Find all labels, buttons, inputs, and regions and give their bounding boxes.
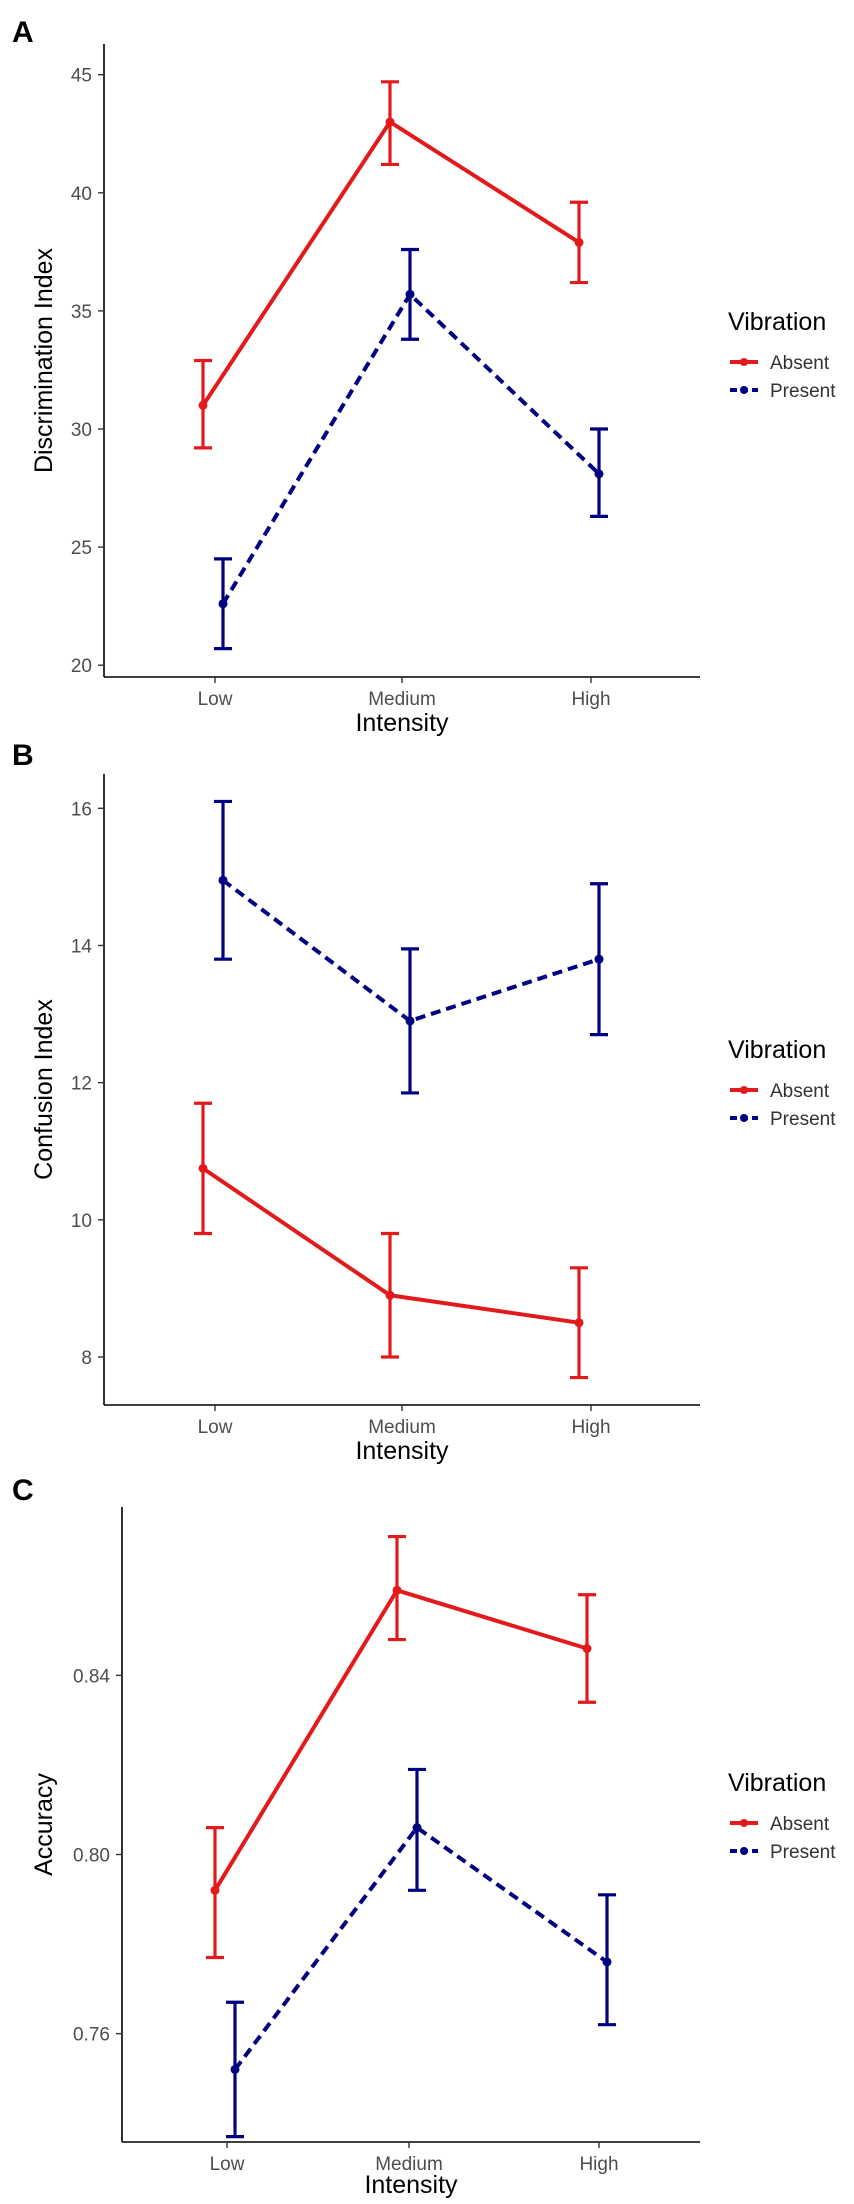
data-point: [574, 237, 584, 247]
legend-item-absent: Absent: [730, 1081, 830, 1102]
legend-label: Present: [770, 381, 836, 402]
legend-label: Absent: [770, 353, 830, 374]
series-line: [233, 1825, 609, 2071]
y-tick-label: 25: [71, 538, 92, 559]
legend-item-present: Present: [730, 1842, 836, 1863]
series-absent: [206, 1534, 596, 1960]
panel-a: A 20 25 30 35 40 45 Low Medium High Intensity Discr…: [12, 16, 836, 737]
x-tick-label: High: [571, 1417, 610, 1438]
legend-label: Absent: [770, 1814, 830, 1835]
x-tick-label: Medium: [368, 1417, 436, 1438]
y-tick-label: 14: [71, 936, 93, 957]
y-tick-label: 0.84: [73, 1666, 110, 1687]
y-tick-label: 35: [71, 302, 92, 323]
data-point: [218, 875, 228, 885]
y-tick-label: 40: [71, 184, 92, 205]
data-point: [392, 1585, 402, 1595]
data-point: [218, 599, 228, 609]
legend-title: Vibration: [728, 1769, 826, 1797]
y-tick-label: 12: [71, 1074, 92, 1095]
legend-key-point: [740, 386, 748, 394]
panel-letter: C: [12, 1474, 34, 1507]
legend-key-point: [740, 1847, 748, 1855]
data-point: [412, 1823, 422, 1833]
legend-item-absent: Absent: [730, 353, 830, 374]
data-point: [385, 117, 395, 127]
y-axis-title: Confusion Index: [30, 999, 58, 1180]
legend-item-absent: Absent: [730, 1814, 830, 1835]
y-axis-title: Accuracy: [30, 1773, 58, 1876]
data-point: [594, 954, 604, 964]
legend-label: Absent: [770, 1081, 830, 1102]
series-line: [213, 1588, 588, 1892]
series-absent: [194, 80, 588, 450]
panel-b: B 8 10 12 14 16 Low Medium High Intensity Confusio…: [12, 739, 836, 1465]
legend-key-point: [740, 1819, 748, 1827]
x-tick-label: Low: [210, 2154, 245, 2175]
data-point: [582, 1644, 592, 1654]
y-tick-label: 0.76: [73, 2025, 110, 2046]
y-tick-label: 45: [71, 66, 92, 87]
x-tick-label: Medium: [375, 2154, 443, 2175]
data-point: [405, 289, 415, 299]
panel-letter: B: [12, 739, 34, 772]
data-point: [385, 1290, 395, 1300]
x-tick-label: High: [571, 689, 610, 710]
y-tick-label: 16: [71, 799, 92, 820]
panel-c: C 0.76 0.80 0.84 Low Medium High Intensity Accur…: [12, 1474, 836, 2199]
legend: Vibration Absent Present: [728, 1769, 836, 1863]
x-axis-title: Intensity: [355, 709, 449, 737]
legend-item-present: Present: [730, 381, 836, 402]
legend-key-point: [740, 1086, 748, 1094]
x-axis-title: Intensity: [364, 2171, 458, 2199]
data-point: [574, 1318, 584, 1328]
data-point: [594, 469, 604, 479]
x-axis-title: Intensity: [355, 1437, 449, 1465]
data-point: [210, 1885, 220, 1895]
legend-label: Present: [770, 1842, 836, 1863]
data-point: [602, 1957, 612, 1967]
y-tick-label: 20: [71, 656, 92, 677]
x-tick-label: Low: [198, 1417, 233, 1438]
legend: Vibration Absent Present: [728, 1036, 836, 1130]
legend: Vibration Absent Present: [728, 308, 836, 402]
panel-letter: A: [12, 16, 34, 49]
series-present: [214, 247, 608, 651]
y-tick-label: 0.80: [73, 1846, 110, 1867]
x-tick-label: High: [579, 2154, 618, 2175]
x-tick-label: Medium: [368, 689, 436, 710]
legend-key-point: [740, 1114, 748, 1122]
legend-title: Vibration: [728, 308, 826, 336]
y-tick-label: 30: [71, 420, 92, 441]
y-axis-title: Discrimination Index: [30, 247, 58, 473]
series-absent: [194, 1101, 588, 1380]
data-point: [230, 2064, 240, 2074]
data-point: [405, 1016, 415, 1026]
legend-item-present: Present: [730, 1109, 836, 1130]
legend-key-point: [740, 358, 748, 366]
y-tick-label: 10: [71, 1211, 92, 1232]
data-point: [198, 1163, 208, 1173]
legend-title: Vibration: [728, 1036, 826, 1064]
x-tick-label: Low: [198, 689, 233, 710]
y-tick-label: 8: [81, 1348, 92, 1369]
data-point: [198, 400, 208, 410]
series-present: [226, 1767, 616, 2139]
legend-label: Present: [770, 1109, 836, 1130]
series-present: [214, 799, 608, 1095]
